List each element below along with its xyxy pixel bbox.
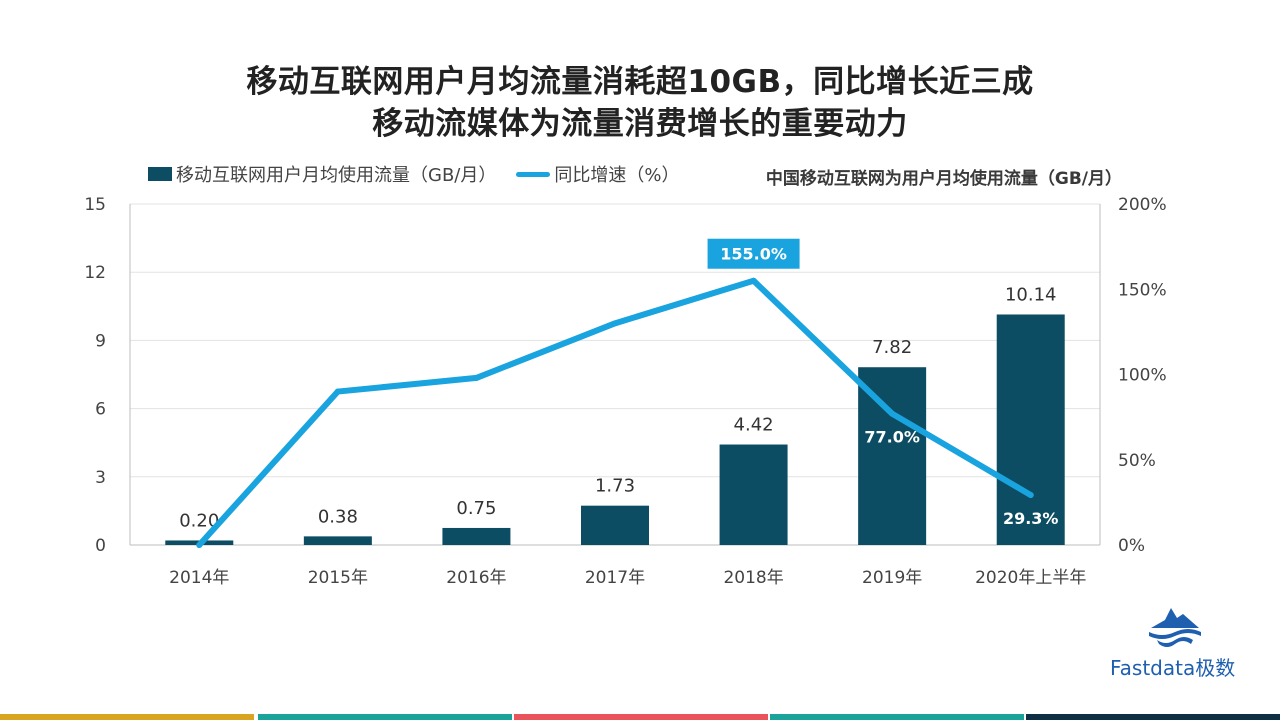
chart-title-line-2: 移动流媒体为流量消费增长的重要动力 — [372, 106, 908, 142]
growth-point — [334, 388, 341, 395]
growth-point — [1027, 492, 1034, 499]
footer-stripe-2 — [258, 714, 512, 720]
brand-name: Fastdata极数 — [1110, 656, 1236, 680]
bar-value-label: 10.14 — [1005, 284, 1057, 305]
x-tick-label: 2020年上半年 — [975, 568, 1086, 588]
y-left-tick-label: 3 — [95, 468, 106, 488]
x-tick-label: 2015年 — [308, 568, 368, 588]
chart-subtitle: 中国移动互联网为用户月均使用流量（GB/月） — [765, 169, 1122, 189]
fastdata-logo-icon — [1149, 608, 1201, 647]
bar-value-label: 0.38 — [318, 506, 358, 527]
y-left-tick-label: 9 — [95, 331, 106, 351]
y-right-tick-label: 150% — [1118, 280, 1167, 300]
y-left-tick-label: 15 — [84, 195, 106, 215]
legend-bar-swatch — [148, 167, 172, 181]
bar-value-label: 0.75 — [456, 498, 496, 519]
growth-value-label: 77.0% — [864, 428, 920, 447]
legend: 移动互联网用户月均使用流量（GB/月） 同比增速（%） — [148, 162, 679, 186]
bar-value-label: 1.73 — [595, 476, 635, 497]
y-left-tick-label: 6 — [95, 400, 106, 420]
footer-stripe-4 — [770, 714, 1024, 720]
bar-value-label: 7.82 — [872, 337, 912, 358]
legend-line-label: 同比增速（%） — [554, 165, 680, 186]
bar — [581, 505, 649, 545]
y-left-tick-label: 0 — [95, 536, 106, 556]
growth-value-label: 155.0% — [720, 245, 787, 264]
y-right-tick-label: 0% — [1118, 536, 1145, 556]
bar — [858, 367, 927, 545]
legend-line-swatch — [516, 171, 551, 177]
growth-value-label: 29.3% — [1003, 509, 1059, 528]
y-right-tick-label: 100% — [1118, 366, 1167, 386]
bar — [303, 536, 372, 545]
y-right-tick-label: 200% — [1118, 195, 1167, 215]
footer-stripe-5 — [1026, 714, 1280, 720]
bar — [996, 314, 1065, 545]
peak-label-badge — [707, 238, 800, 269]
bar-value-label: 4.42 — [734, 415, 774, 436]
x-tick-label: 2017年 — [585, 568, 645, 588]
bar — [442, 527, 511, 545]
growth-point — [612, 320, 618, 327]
x-tick-label: 2014年 — [169, 568, 229, 588]
bar-value-label: 0.20 — [179, 510, 219, 531]
footer-stripe-1 — [0, 714, 254, 720]
y-left-tick-label: 12 — [84, 263, 106, 283]
legend-bar-label: 移动互联网用户月均使用流量（GB/月） — [176, 165, 497, 186]
growth-point — [473, 374, 480, 381]
x-tick-label: 2016年 — [446, 568, 506, 588]
x-tick-label: 2019年 — [862, 568, 922, 588]
x-tick-label: 2018年 — [723, 568, 783, 588]
bar — [719, 444, 788, 545]
growth-point — [196, 542, 203, 548]
growth-point — [889, 410, 896, 417]
growth-point — [750, 277, 757, 284]
footer-stripe-3 — [514, 714, 768, 720]
y-right-tick-label: 50% — [1118, 451, 1156, 471]
chart-title-line-1: 移动互联网用户月均流量消耗超10GB，同比增长近三成 — [246, 64, 1034, 100]
